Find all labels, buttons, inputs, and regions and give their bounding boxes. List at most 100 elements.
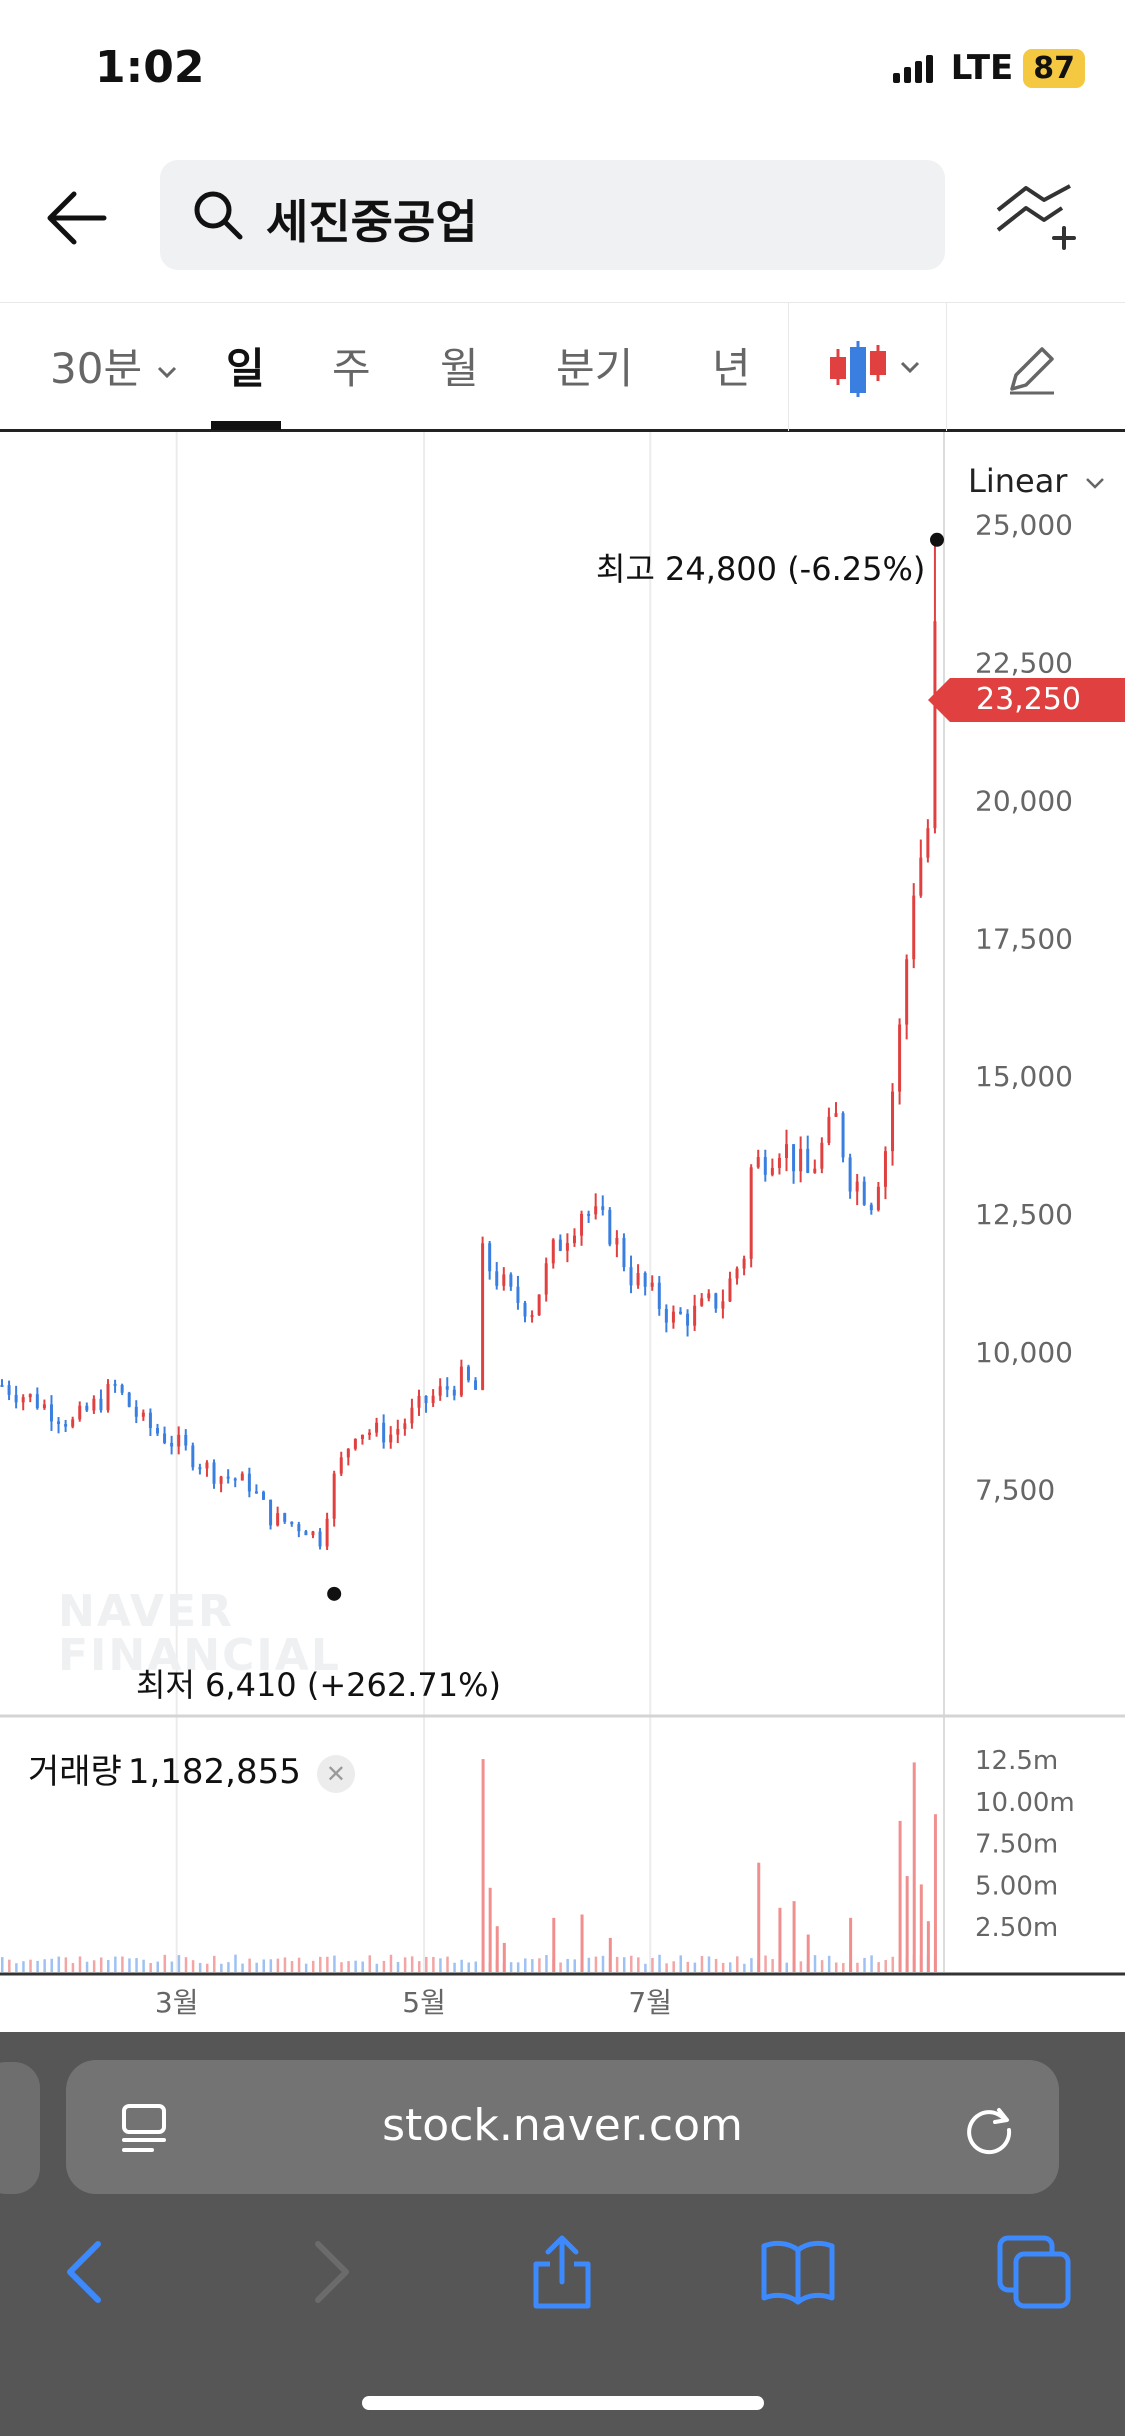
bookmarks-button[interactable]	[758, 2232, 838, 2312]
volume-tick-label: 10.00m	[975, 1788, 1075, 1818]
candle-body	[283, 1513, 287, 1522]
candle-body	[127, 1392, 131, 1407]
volume-bar	[615, 1956, 619, 1972]
candle-body	[728, 1278, 732, 1302]
address-bar[interactable]: stock.naver.com	[66, 2060, 1059, 2194]
volume-bar	[863, 1957, 866, 1972]
tab-year[interactable]: 년	[712, 344, 751, 393]
y-tick-label: 12,500	[975, 1198, 1073, 1231]
tab-day[interactable]: 일	[226, 344, 265, 393]
candle-body	[85, 1405, 89, 1411]
volume-bar	[177, 1955, 181, 1972]
candle-body	[254, 1491, 258, 1494]
chevron-down-icon	[158, 366, 177, 378]
candle-body	[693, 1305, 697, 1326]
volume-bar	[375, 1963, 379, 1972]
price-chart[interactable]: 3월 5월 7월 25,000 22,500 20,000 17,500 15,000 12,5…	[0, 432, 1125, 2032]
volume-bar	[587, 1957, 591, 1972]
volume-bar	[566, 1958, 569, 1972]
volume-bar	[601, 1955, 605, 1972]
book-icon	[761, 2240, 835, 2305]
volume-bar	[382, 1960, 386, 1972]
candle-body	[163, 1433, 167, 1443]
previous-tab-peek[interactable]	[0, 2062, 40, 2194]
volume-bar	[630, 1955, 633, 1972]
volume-bar	[22, 1961, 25, 1972]
search-input[interactable]: 세진중공업	[160, 160, 945, 270]
volume-bar	[474, 1961, 478, 1972]
candle-body	[827, 1116, 831, 1143]
volume-bar	[834, 1962, 838, 1972]
x-tick-label: 7월	[628, 1986, 672, 2019]
y-tick-label: 10,000	[975, 1336, 1073, 1369]
candle-body	[657, 1282, 661, 1309]
candle-body	[926, 828, 930, 858]
candle-body	[304, 1531, 308, 1536]
draw-tool-button[interactable]	[1002, 339, 1062, 399]
forward-nav-button[interactable]	[290, 2232, 370, 2312]
add-compare-chart-button[interactable]	[990, 178, 1080, 258]
tabs-button[interactable]	[994, 2232, 1074, 2312]
candle-body	[742, 1258, 746, 1269]
volume-bar	[255, 1962, 258, 1972]
back-button[interactable]	[40, 178, 120, 258]
active-tab-indicator	[211, 421, 281, 430]
volume-bar	[757, 1862, 761, 1972]
candle-body	[502, 1274, 506, 1286]
candle-body	[177, 1434, 181, 1447]
scale-selector[interactable]: Linear	[968, 462, 1106, 500]
volume-bar	[453, 1962, 456, 1972]
close-icon[interactable]: ✕	[316, 1754, 355, 1793]
volume-bar	[481, 1759, 485, 1972]
candle-body	[170, 1442, 174, 1447]
volume-bar	[750, 1958, 753, 1972]
chart-canvas[interactable]: 3월 5월 7월 25,000 22,500 20,000 17,500 15,000 12,5…	[0, 432, 1125, 2032]
volume-bar	[707, 1956, 711, 1972]
chart-type-selector[interactable]	[828, 339, 938, 399]
volume-bar	[425, 1956, 428, 1972]
period-tab-bar: 30분 일 주 월 분기 년	[0, 302, 1125, 432]
volume-bar	[290, 1961, 294, 1972]
volume-bar	[333, 1955, 336, 1972]
volume-bar	[78, 1956, 82, 1972]
share-button[interactable]	[522, 2232, 602, 2312]
candle-body	[756, 1157, 760, 1168]
tab-month[interactable]: 월	[440, 344, 479, 393]
volume-bar	[71, 1963, 75, 1972]
volume-bar	[220, 1963, 223, 1972]
back-nav-button[interactable]	[46, 2232, 126, 2312]
tab-30min[interactable]: 30분	[50, 335, 179, 396]
candle-body	[650, 1282, 654, 1287]
volume-bar	[912, 1762, 916, 1972]
candle-body	[148, 1412, 152, 1429]
reader-mode-icon[interactable]	[116, 2100, 172, 2156]
volume-bar	[877, 1962, 880, 1972]
volume-bar	[276, 1958, 280, 1972]
candle-body	[184, 1434, 188, 1446]
volume-bar	[665, 1963, 668, 1972]
volume-bar	[764, 1955, 767, 1972]
high-price-label: 최고 24,800 (-6.25%)	[596, 550, 926, 588]
candle-body	[71, 1419, 75, 1427]
candle-body	[57, 1421, 61, 1424]
volume-bar	[651, 1957, 654, 1972]
volume-bar	[538, 1958, 541, 1972]
chart-add-icon	[996, 184, 1076, 250]
volume-bar	[785, 1962, 789, 1972]
candle-body	[862, 1181, 866, 1205]
candle-body	[466, 1366, 470, 1381]
candle-body	[92, 1398, 96, 1411]
candle-body	[615, 1237, 619, 1245]
candle-body	[721, 1301, 725, 1309]
tab-week[interactable]: 주	[332, 344, 371, 393]
candle-body	[495, 1271, 499, 1286]
volume-bar	[559, 1962, 562, 1972]
volume-bar	[502, 1942, 506, 1972]
reload-icon[interactable]	[959, 2098, 1019, 2158]
status-time: 1:02	[95, 42, 205, 93]
volume-bar	[8, 1959, 11, 1972]
tab-quarter[interactable]: 분기	[556, 344, 634, 393]
candle-body	[346, 1448, 350, 1458]
volume-bar	[142, 1959, 145, 1972]
cellular-signal-icon	[892, 53, 933, 83]
